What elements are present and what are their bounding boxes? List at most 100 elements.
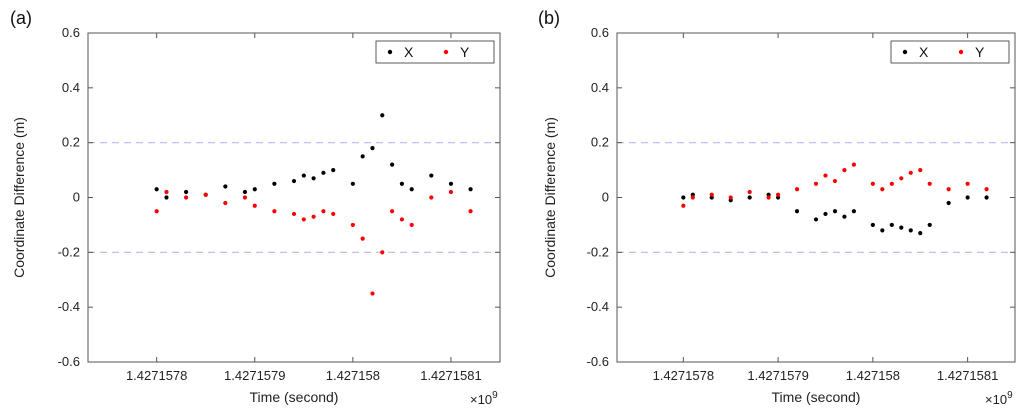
data-point [946, 200, 951, 206]
data-point [870, 181, 875, 186]
data-point [242, 189, 248, 195]
y-tick-label: 0 [73, 190, 80, 205]
series-x [154, 113, 473, 200]
legend-label-x: X [919, 44, 929, 60]
y-tick-label: -0.4 [58, 299, 80, 314]
legend-label-y: Y [975, 44, 985, 60]
data-point [311, 176, 316, 181]
data-point [984, 195, 989, 200]
x-tick-label: 1.4271579 [224, 368, 285, 383]
data-point [360, 154, 365, 159]
data-point [918, 231, 923, 236]
series-x [681, 192, 989, 236]
data-point [331, 167, 336, 173]
data-point [164, 189, 169, 195]
y-axis-label: Coordinate Difference (m) [542, 117, 558, 278]
legend-box [375, 40, 495, 64]
data-point [223, 200, 228, 206]
data-point [681, 195, 686, 200]
data-point [380, 250, 385, 255]
legend-marker-y [443, 49, 449, 55]
data-point [880, 228, 885, 233]
y-tick-label: -0.2 [58, 244, 80, 259]
x-scale-exponent: 9 [492, 390, 498, 401]
data-point [690, 195, 695, 200]
data-point [331, 211, 336, 217]
data-point [889, 222, 894, 228]
data-point [350, 222, 355, 228]
data-point [842, 167, 847, 173]
x-tick-label: 1.4271578 [653, 368, 714, 383]
x-scale-base: ×10 [470, 392, 492, 407]
data-point [291, 211, 297, 217]
data-point [832, 178, 838, 184]
data-point [946, 187, 951, 192]
data-point [360, 236, 365, 241]
legend-label-x: X [404, 44, 414, 60]
data-point [350, 181, 355, 186]
data-point [927, 181, 932, 186]
x-tick-label: 1.427158 [846, 368, 900, 383]
data-point [870, 222, 875, 228]
data-point [927, 222, 932, 228]
y-tick-label: 0.6 [591, 25, 609, 40]
legend-marker-y [958, 49, 964, 55]
data-point [321, 170, 326, 175]
data-point [823, 173, 828, 178]
data-point [409, 222, 414, 228]
data-point [794, 209, 800, 214]
data-point [813, 181, 819, 186]
data-point [301, 173, 306, 178]
data-point [389, 162, 395, 167]
x-scale-factor: ×109 [985, 390, 1013, 407]
y-tick-label: 0.2 [591, 135, 609, 150]
series-y [154, 189, 473, 296]
data-point [321, 209, 326, 214]
data-point [272, 181, 277, 186]
data-point [183, 189, 189, 195]
data-point [908, 228, 913, 233]
x-scale-base: ×10 [985, 392, 1007, 407]
y-tick-label: 0.6 [62, 25, 80, 40]
data-point [823, 211, 828, 217]
data-point [775, 192, 781, 197]
data-point [242, 195, 248, 200]
data-point [965, 195, 970, 200]
data-point [851, 209, 857, 214]
data-point [223, 184, 228, 189]
x-tick-label: 1.427158 [326, 368, 380, 383]
data-point [747, 195, 752, 200]
y-tick-label: -0.6 [587, 354, 609, 369]
y-tick-label: -0.2 [587, 244, 609, 259]
data-point [154, 187, 159, 192]
data-point [252, 187, 257, 192]
y-axis-label: Coordinate Difference (m) [11, 117, 27, 278]
data-point [728, 195, 733, 200]
data-point [448, 181, 454, 186]
panel-b: (b) -0.6 -0.4 -0.2 0 0.2 0.4 0.6 1.4271578 1.4271… [538, 8, 1016, 407]
y-tick-label: 0.4 [62, 80, 80, 95]
data-point [409, 187, 414, 192]
data-point [448, 189, 454, 195]
y-tick-label: 0.4 [591, 80, 609, 95]
data-point [918, 167, 923, 173]
data-point [272, 209, 277, 214]
panel-label: (a) [10, 8, 32, 28]
x-tick-label: 1.4271578 [126, 368, 187, 383]
legend-marker-x [387, 49, 393, 55]
data-point [468, 187, 473, 192]
data-point [899, 225, 904, 230]
y-tick-label: -0.6 [58, 354, 80, 369]
series-y [681, 162, 989, 208]
y-tick-label: -0.4 [587, 299, 609, 314]
x-axis-label: Time (second) [250, 389, 339, 405]
data-point [794, 187, 800, 192]
panel-a: (a) -0.6 -0.4 -0.2 0 0.2 0.4 0.6 1.4271578 1.4271… [10, 8, 501, 407]
data-point [832, 209, 838, 214]
data-point [389, 209, 395, 214]
data-point [429, 195, 434, 200]
data-point [370, 146, 375, 151]
data-point [301, 217, 306, 222]
